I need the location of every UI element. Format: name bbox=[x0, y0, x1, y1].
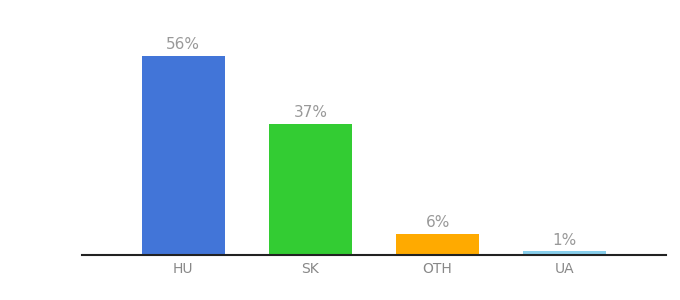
Bar bbox=[142, 56, 224, 255]
Bar bbox=[396, 234, 479, 255]
Bar bbox=[269, 124, 352, 255]
Text: 56%: 56% bbox=[167, 38, 201, 52]
Text: 6%: 6% bbox=[426, 215, 449, 230]
Text: 1%: 1% bbox=[553, 233, 577, 248]
Text: 37%: 37% bbox=[294, 105, 328, 120]
Bar bbox=[524, 251, 606, 255]
